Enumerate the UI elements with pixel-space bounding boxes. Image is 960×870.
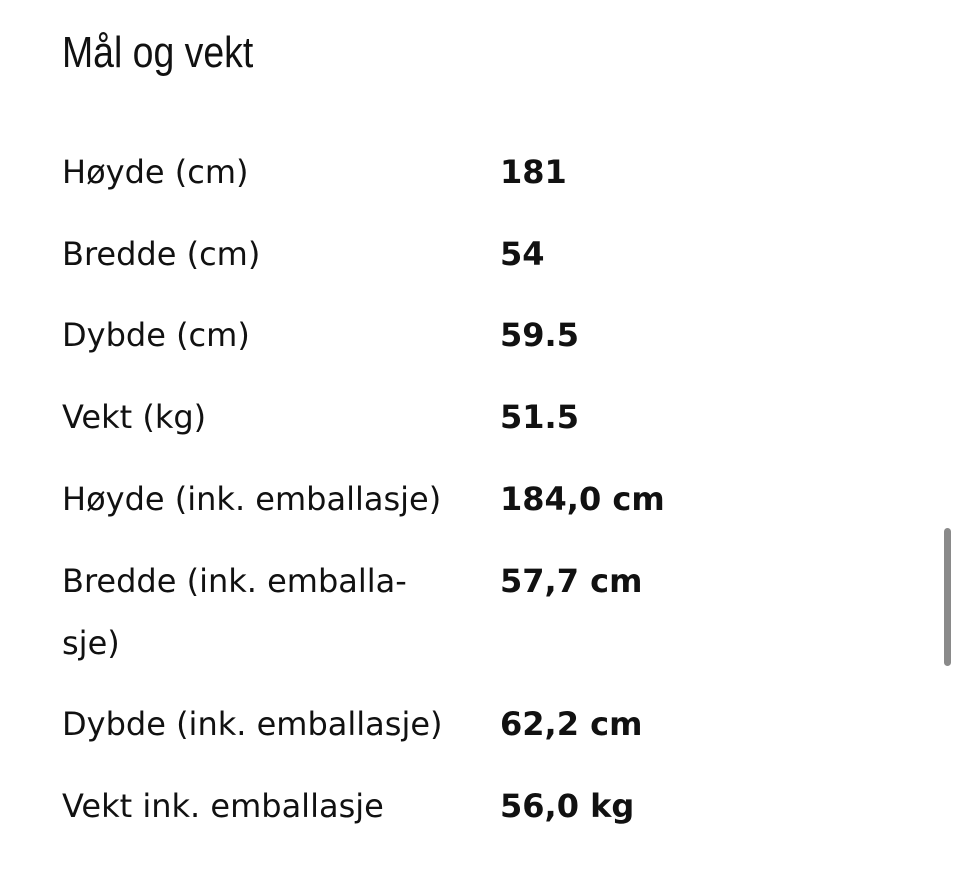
spec-label: Bredde (ink. emballa-sje): [62, 550, 462, 674]
spec-label-line: sje): [62, 624, 120, 662]
spec-label: Høyde (ink. emballasje): [62, 480, 442, 518]
spec-label: Vekt (kg): [62, 398, 207, 436]
section-title: Mål og vekt: [62, 28, 254, 77]
spec-label: Dybde (cm): [62, 316, 250, 354]
scrollbar[interactable]: [944, 528, 951, 666]
spec-value: 57,7 cm: [500, 562, 643, 600]
spec-value: 184,0 cm: [500, 480, 665, 518]
spec-value: 59.5: [500, 316, 579, 354]
spec-value: 181: [500, 153, 567, 191]
spec-label: Dybde (ink. emballasje): [62, 705, 443, 743]
spec-value: 62,2 cm: [500, 705, 643, 743]
spec-label: Høyde (cm): [62, 153, 249, 191]
spec-label: Vekt ink. emballasje: [62, 787, 384, 825]
spec-label-line: Bredde (ink. emballa-: [62, 562, 407, 600]
spec-value: 56,0 kg: [500, 787, 635, 825]
spec-value: 51.5: [500, 398, 579, 436]
spec-value: 54: [500, 235, 545, 273]
spec-label: Bredde (cm): [62, 235, 261, 273]
